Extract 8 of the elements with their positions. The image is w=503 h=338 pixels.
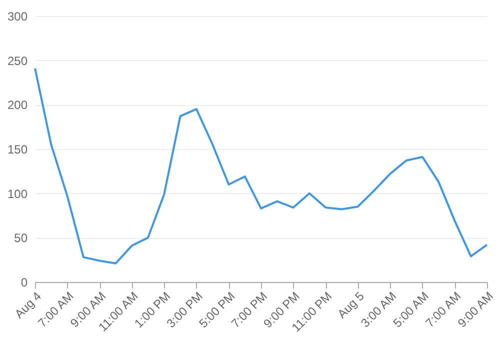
y-tick-label: 250: [7, 54, 28, 68]
y-tick-label: 200: [7, 98, 28, 112]
line-series: [34, 67, 488, 264]
y-tick-label: 150: [7, 142, 28, 156]
y-tick-label: 100: [7, 186, 28, 201]
y-tick-label: 50: [14, 231, 28, 246]
y-tick-label: 0: [20, 276, 28, 290]
y-tick-label: 300: [7, 10, 28, 24]
